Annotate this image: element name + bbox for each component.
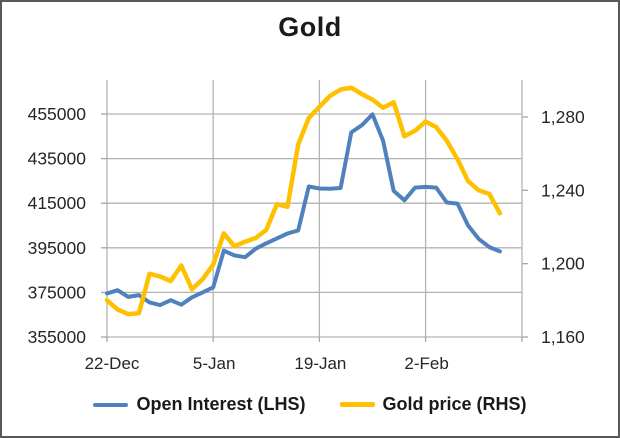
left-axis-label: 415000	[28, 193, 87, 213]
right-axis-label: 1,240	[541, 180, 585, 200]
axis-ticks	[101, 113, 528, 342]
x-axis-label: 22-Dec	[85, 354, 140, 373]
open-interest-line-swatch	[93, 402, 129, 407]
left-axis-label: 455000	[28, 104, 87, 124]
axis-labels: 455000 435000 415000 395000 375000 355000 1,28…	[28, 104, 585, 373]
open-interest-line	[105, 112, 502, 308]
left-axis-label: 395000	[28, 238, 87, 258]
legend-label-open-interest: Open Interest (LHS)	[136, 394, 306, 414]
left-axis-label: 435000	[28, 149, 87, 169]
gold-price-line-swatch	[339, 402, 375, 407]
x-axis-label: 5-Jan	[193, 354, 236, 373]
left-axis-label: 355000	[28, 327, 87, 347]
gridlines	[106, 80, 523, 338]
legend-label-gold-price: Gold price (RHS)	[382, 394, 527, 414]
x-axis-label: 2-Feb	[404, 354, 448, 373]
x-axis-label: 19-Jan	[294, 354, 346, 373]
right-axis-label: 1,160	[541, 327, 585, 347]
chart-title: Gold	[278, 12, 342, 42]
data-series	[104, 85, 503, 317]
right-axis-label: 1,280	[541, 107, 585, 127]
legend-item-open-interest: Open Interest (LHS)	[93, 394, 306, 415]
right-axis-label: 1,200	[541, 254, 585, 274]
legend-item-gold-price: Gold price (RHS)	[339, 394, 527, 415]
legend: Open Interest (LHS) Gold price (RHS)	[2, 394, 618, 415]
gold-price-line	[104, 85, 503, 317]
left-axis-label: 375000	[28, 282, 87, 302]
